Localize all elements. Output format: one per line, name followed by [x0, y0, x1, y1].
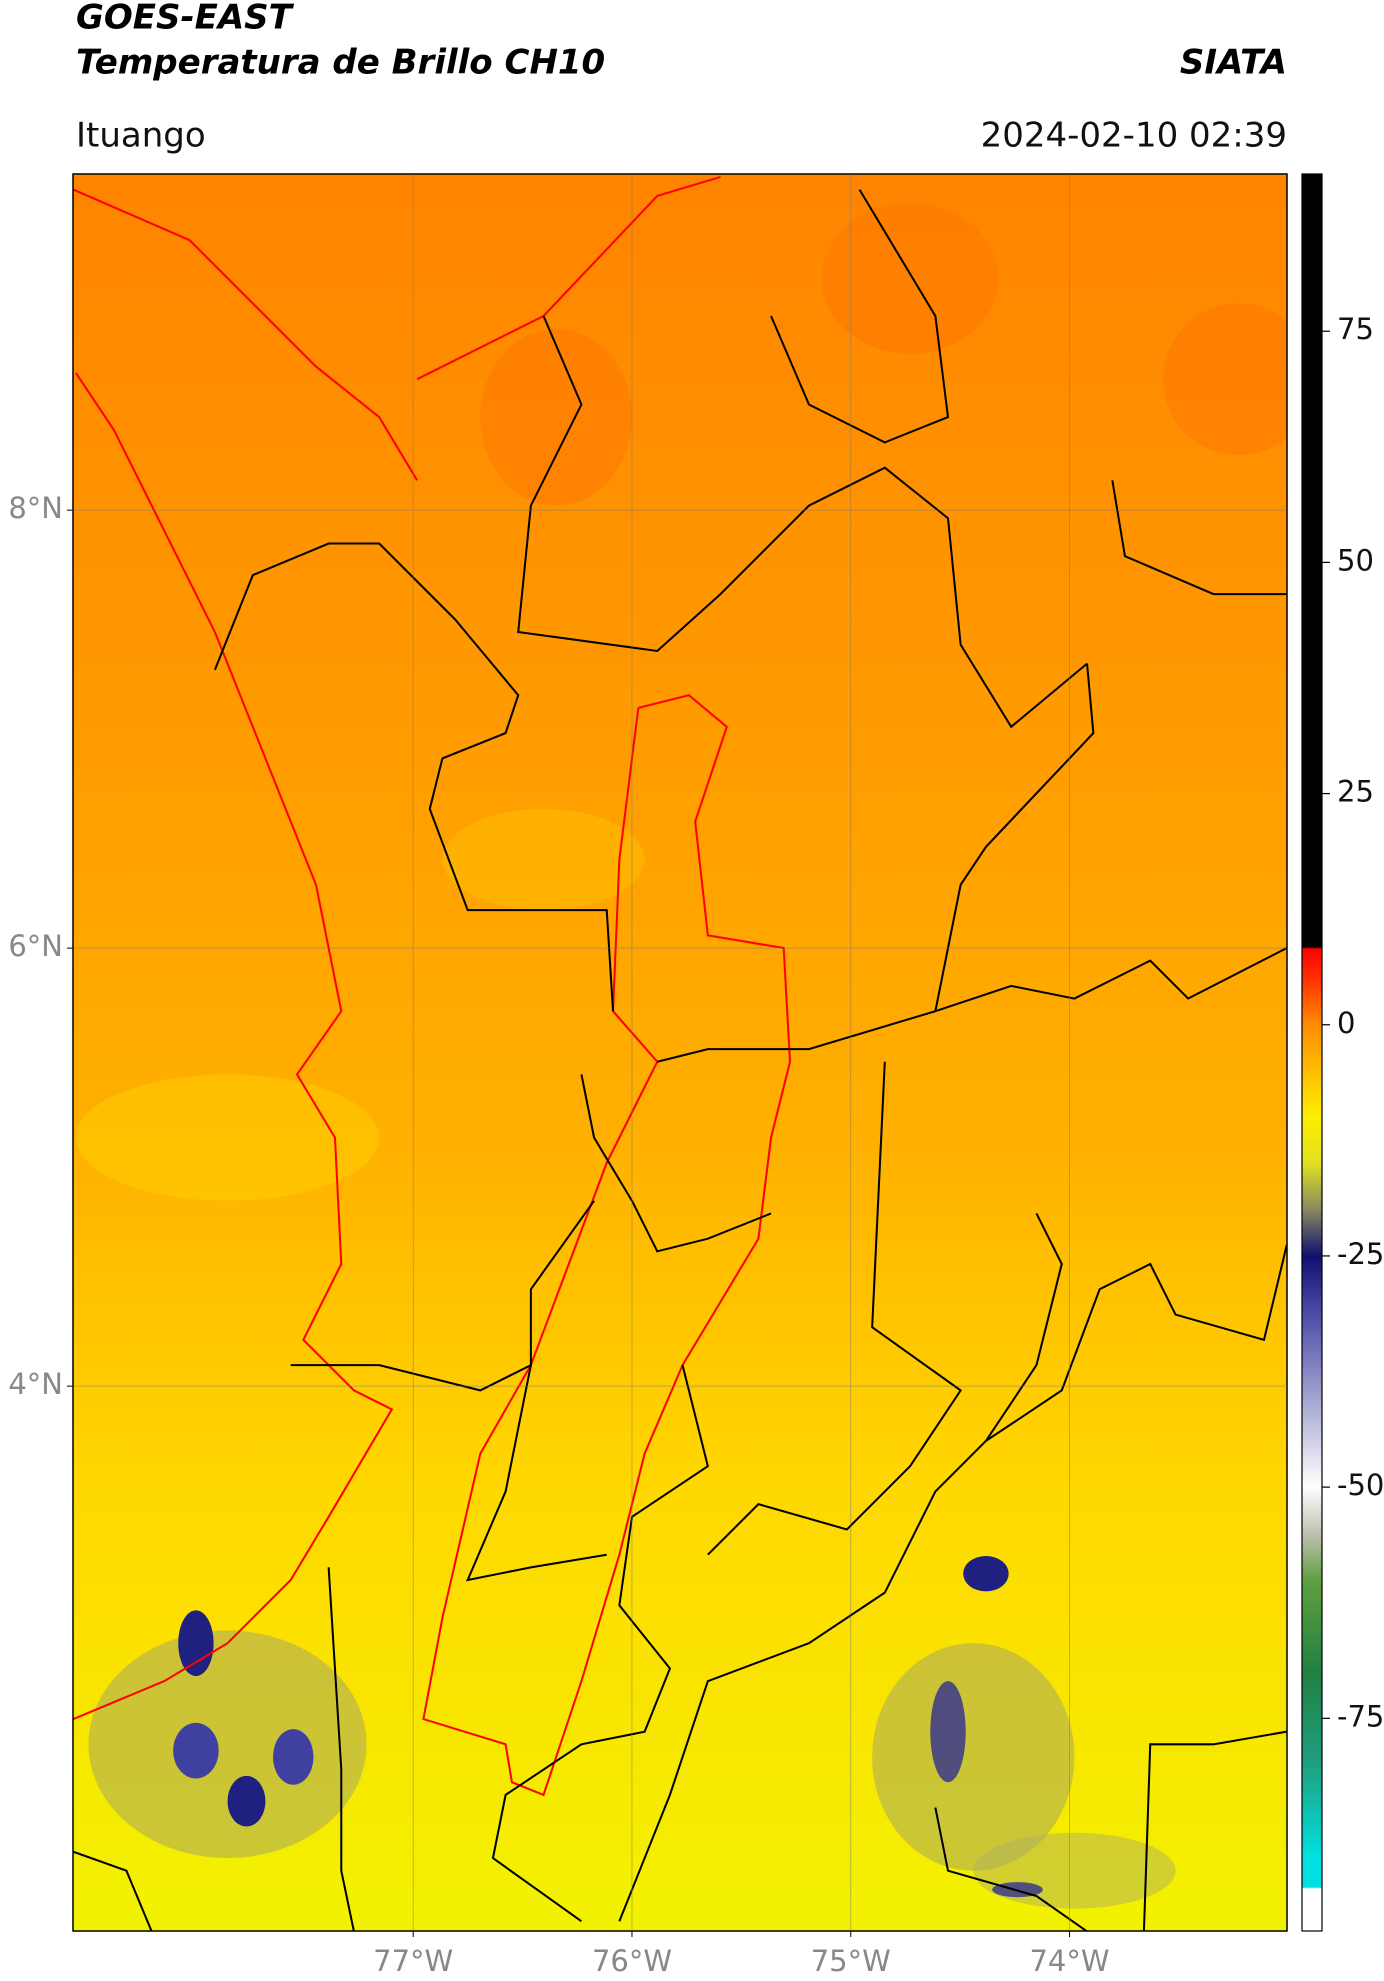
colorbar-tick-label: 0 [1337, 1006, 1355, 1040]
colorbar-tick-label: -75 [1337, 1699, 1384, 1733]
lon-tick-label: 76°W [592, 1944, 672, 1978]
map-features [73, 175, 1287, 1931]
timestamp: 2024-02-10 02:39 [981, 116, 1287, 156]
colorbar [1301, 173, 1323, 1932]
lat-tick-label: 6°N [8, 929, 63, 963]
map-area [73, 174, 1287, 1931]
colorbar-tick-label: 50 [1337, 543, 1374, 577]
lat-tick-label: 4°N [8, 1367, 63, 1401]
colorbar-tick-label: 25 [1337, 775, 1374, 809]
colorbar-tick-label: -25 [1337, 1237, 1384, 1271]
subtitle: Temperatura de Brillo CH10 [76, 43, 605, 83]
lon-tick-label: 75°W [811, 1944, 891, 1978]
lon-tick-label: 74°W [1029, 1944, 1109, 1978]
map-frame [72, 173, 1288, 1932]
colorbar-tick-label: 75 [1337, 312, 1374, 346]
title: GOES-EAST [76, 0, 295, 38]
colorbar-tick-label: -50 [1337, 1468, 1384, 1502]
lon-tick-label: 77°W [373, 1944, 453, 1978]
source: SIATA [1180, 43, 1287, 83]
lat-tick-label: 8°N [8, 491, 63, 525]
location: Ituango [76, 116, 206, 156]
